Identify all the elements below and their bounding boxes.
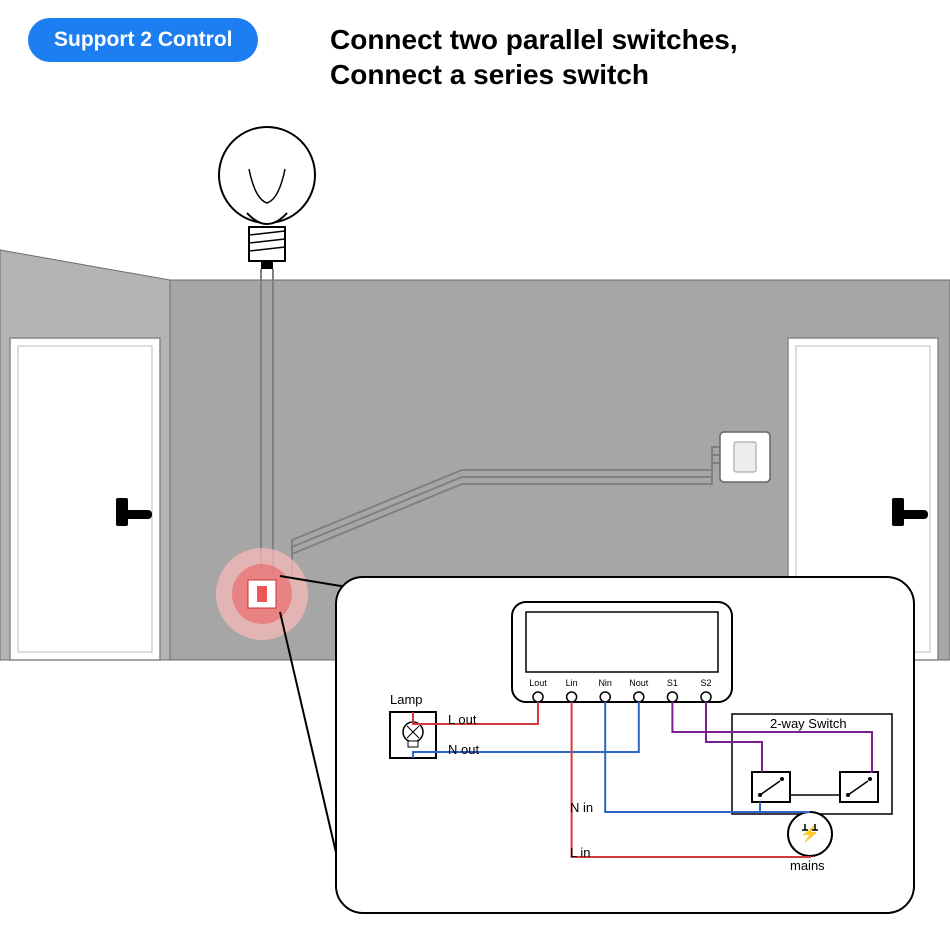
svg-text:Nin: Nin (598, 678, 612, 688)
wiring-diagram-callout: Lout Lin Nin Nout S1 S2 ⚡ (335, 576, 915, 914)
wiring-diagram: Lout Lin Nin Nout S1 S2 ⚡ (337, 578, 917, 916)
lightbulb-icon (219, 127, 315, 269)
svg-text:⚡: ⚡ (800, 824, 820, 843)
svg-text:S1: S1 (667, 678, 678, 688)
n-out-label: N out (448, 742, 479, 757)
door-left (10, 338, 160, 660)
l-out-label: L out (448, 712, 476, 727)
svg-text:Lin: Lin (566, 678, 578, 688)
two-way-label: 2-way Switch (770, 716, 847, 731)
l-in-label: L in (570, 845, 590, 860)
hotspot-main-switch (216, 548, 308, 640)
svg-text:S2: S2 (700, 678, 711, 688)
svg-text:Nout: Nout (629, 678, 649, 688)
lamp-label: Lamp (390, 692, 423, 707)
n-in-label: N in (570, 800, 593, 815)
svg-text:Lout: Lout (529, 678, 547, 688)
mains-label: mains (790, 858, 825, 873)
wall-switch-2 (720, 432, 770, 482)
